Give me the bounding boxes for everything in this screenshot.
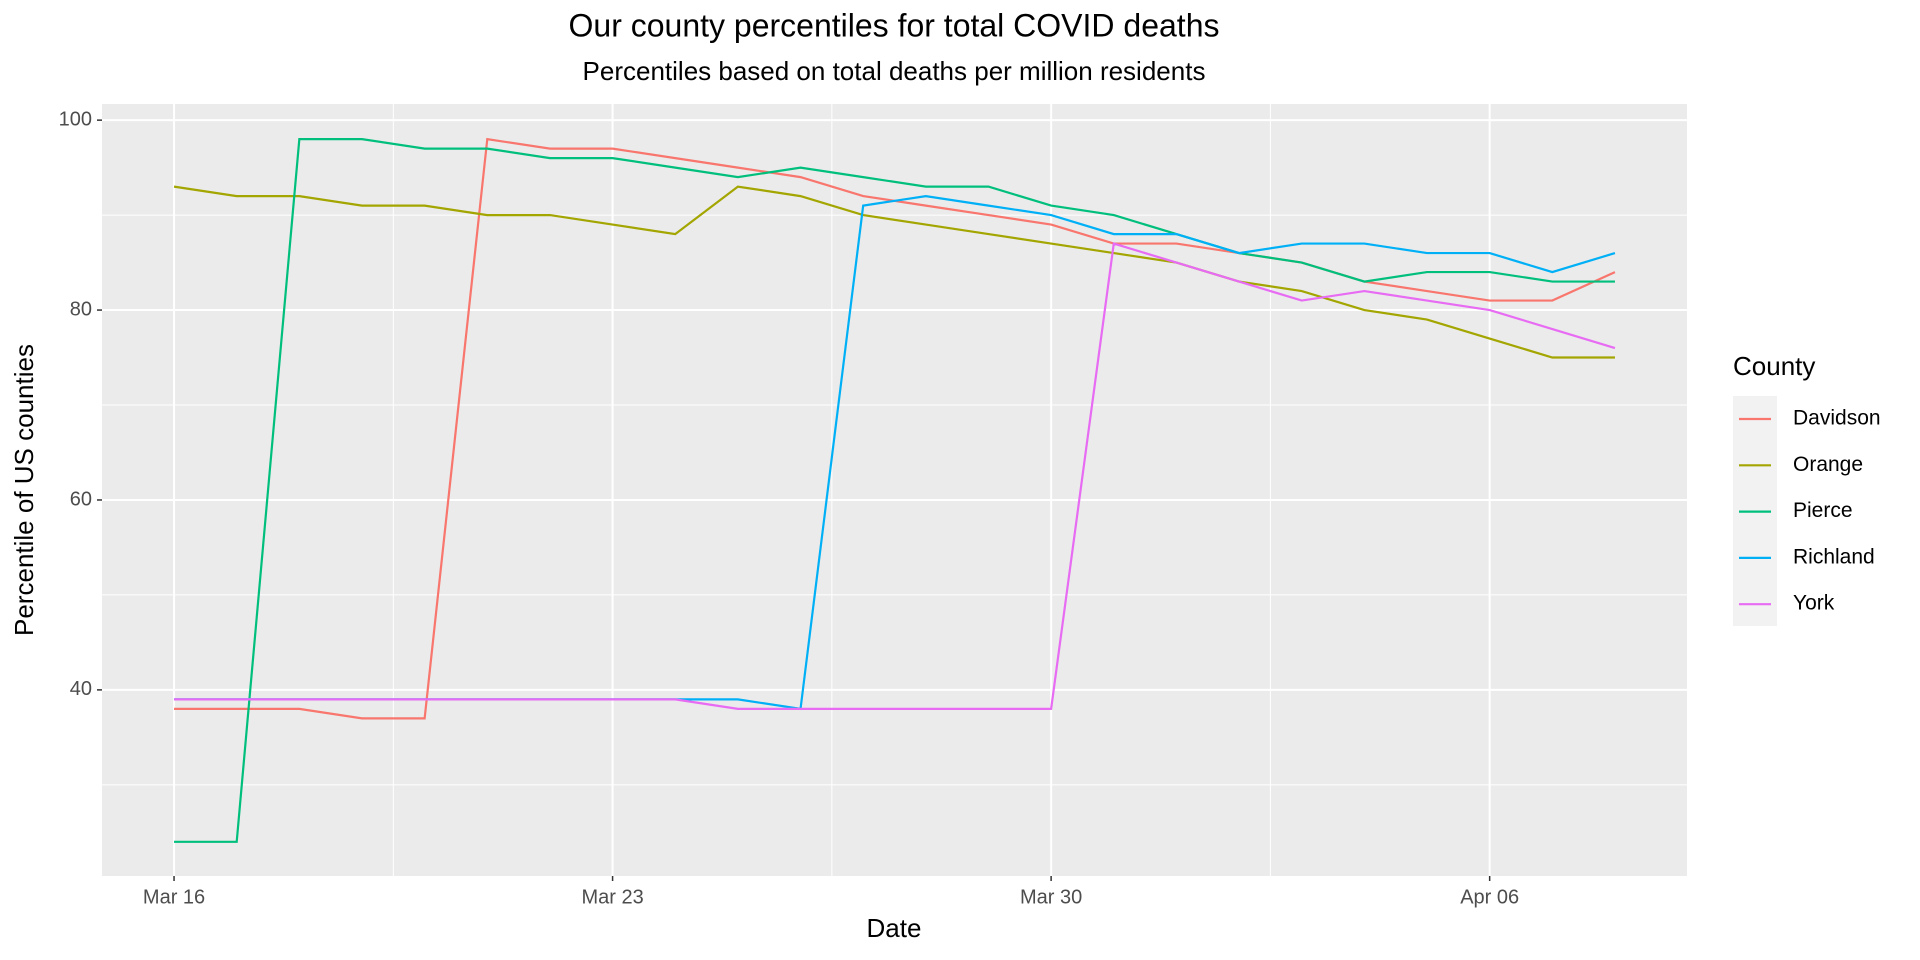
x-tick-label: Apr 06 [1460, 886, 1519, 908]
x-axis-label: Date [867, 913, 922, 943]
series-line [174, 138, 1615, 843]
x-tick-label: Mar 30 [1020, 886, 1082, 908]
series-line [173, 185, 1615, 359]
legend-label: York [1793, 592, 1835, 615]
y-tick-label: 60 [70, 488, 92, 510]
series-line [174, 242, 1616, 710]
x-tick-label: Mar 23 [581, 886, 643, 908]
chart-title: Our county percentiles for total COVID d… [569, 7, 1220, 43]
x-tick-label: Mar 16 [143, 886, 205, 908]
chart-subtitle: Percentiles based on total deaths per mi… [583, 56, 1206, 86]
legend-title: County [1733, 351, 1815, 381]
legend-label: Pierce [1793, 499, 1853, 522]
legend-label: Richland [1793, 545, 1875, 568]
y-tick-label: 100 [59, 108, 92, 130]
y-axis-label: Percentile of US counties [9, 344, 39, 636]
legend-label: Davidson [1793, 407, 1881, 430]
y-tick-label: 40 [70, 678, 92, 700]
plot-panel [102, 104, 1687, 876]
legend-label: Orange [1793, 453, 1863, 476]
y-tick-label: 80 [70, 298, 92, 320]
